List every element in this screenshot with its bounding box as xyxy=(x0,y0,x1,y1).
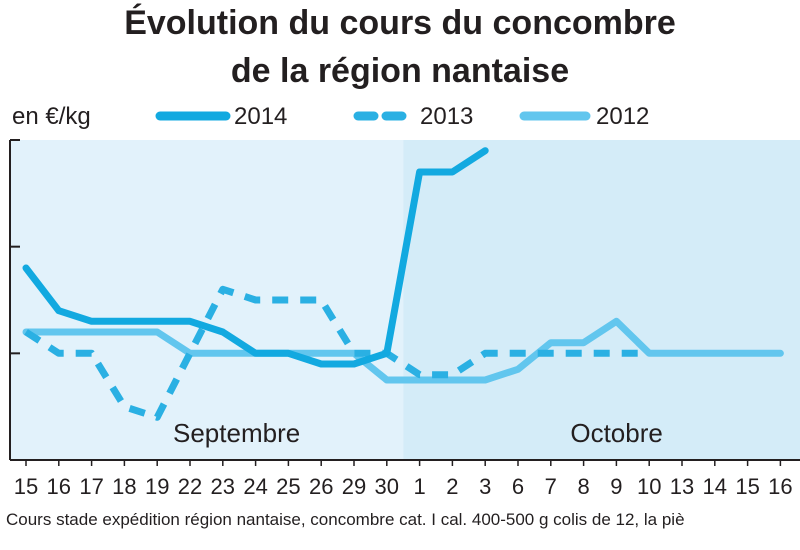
chart-title-line-1: Évolution du cours du concombre xyxy=(124,4,676,42)
plot-background-october xyxy=(403,140,800,460)
x-tick-label-6: 23 xyxy=(211,474,235,499)
x-tick-label-1: 16 xyxy=(47,474,71,499)
footnote: Cours stade expédition région nantaise, … xyxy=(6,510,685,529)
x-tick-label-5: 22 xyxy=(178,474,202,499)
x-tick-label-2: 17 xyxy=(79,474,103,499)
legend-label-2013: 2013 xyxy=(420,103,473,130)
series-line-2014 xyxy=(22,147,489,368)
x-tick-label-19: 10 xyxy=(637,474,661,499)
x-tick-label-14: 3 xyxy=(479,474,491,499)
plot-background-september xyxy=(10,140,404,460)
month-label-0: Septembre xyxy=(173,418,300,448)
x-tick-label-23: 16 xyxy=(768,474,792,499)
x-tick-label-15: 6 xyxy=(512,474,524,499)
x-tick-label-16: 7 xyxy=(545,474,557,499)
chart-title-line-2: de la région nantaise xyxy=(231,52,569,90)
x-tick-label-4: 19 xyxy=(145,474,169,499)
series-line-2012 xyxy=(22,317,784,384)
y-axis-unit-label: en €/kg xyxy=(12,103,91,130)
axes xyxy=(9,139,800,466)
x-tick-label-18: 9 xyxy=(610,474,622,499)
legend-label-2012: 2012 xyxy=(596,103,649,130)
x-tick-label-3: 18 xyxy=(112,474,136,499)
x-tick-label-20: 13 xyxy=(670,474,694,499)
x-tick-label-21: 14 xyxy=(703,474,727,499)
x-tick-label-11: 30 xyxy=(375,474,399,499)
month-labels: Septembre Octobre xyxy=(173,418,663,448)
legend: 2014 2013 2012 xyxy=(155,103,649,130)
x-tick-label-10: 29 xyxy=(342,474,366,499)
x-tick-label-22: 15 xyxy=(735,474,759,499)
x-tick-label-9: 26 xyxy=(309,474,333,499)
x-tick-label-12: 1 xyxy=(413,474,425,499)
month-label-1: Octobre xyxy=(570,418,663,448)
legend-label-2014: 2014 xyxy=(234,103,287,130)
x-tick-label-8: 25 xyxy=(276,474,300,499)
x-tick-label-0: 15 xyxy=(14,474,38,499)
series-line-2013 xyxy=(24,285,650,421)
x-tick-label-17: 8 xyxy=(577,474,589,499)
series-layer xyxy=(22,147,784,421)
x-tick-label-13: 2 xyxy=(446,474,458,499)
x-tick-label-7: 24 xyxy=(243,474,267,499)
x-tick-labels: 15 16 17 18 19 22 23 24 25 26 29 30 1 2 3 6 7 8 9 10 13 14 15 1… xyxy=(14,474,793,499)
